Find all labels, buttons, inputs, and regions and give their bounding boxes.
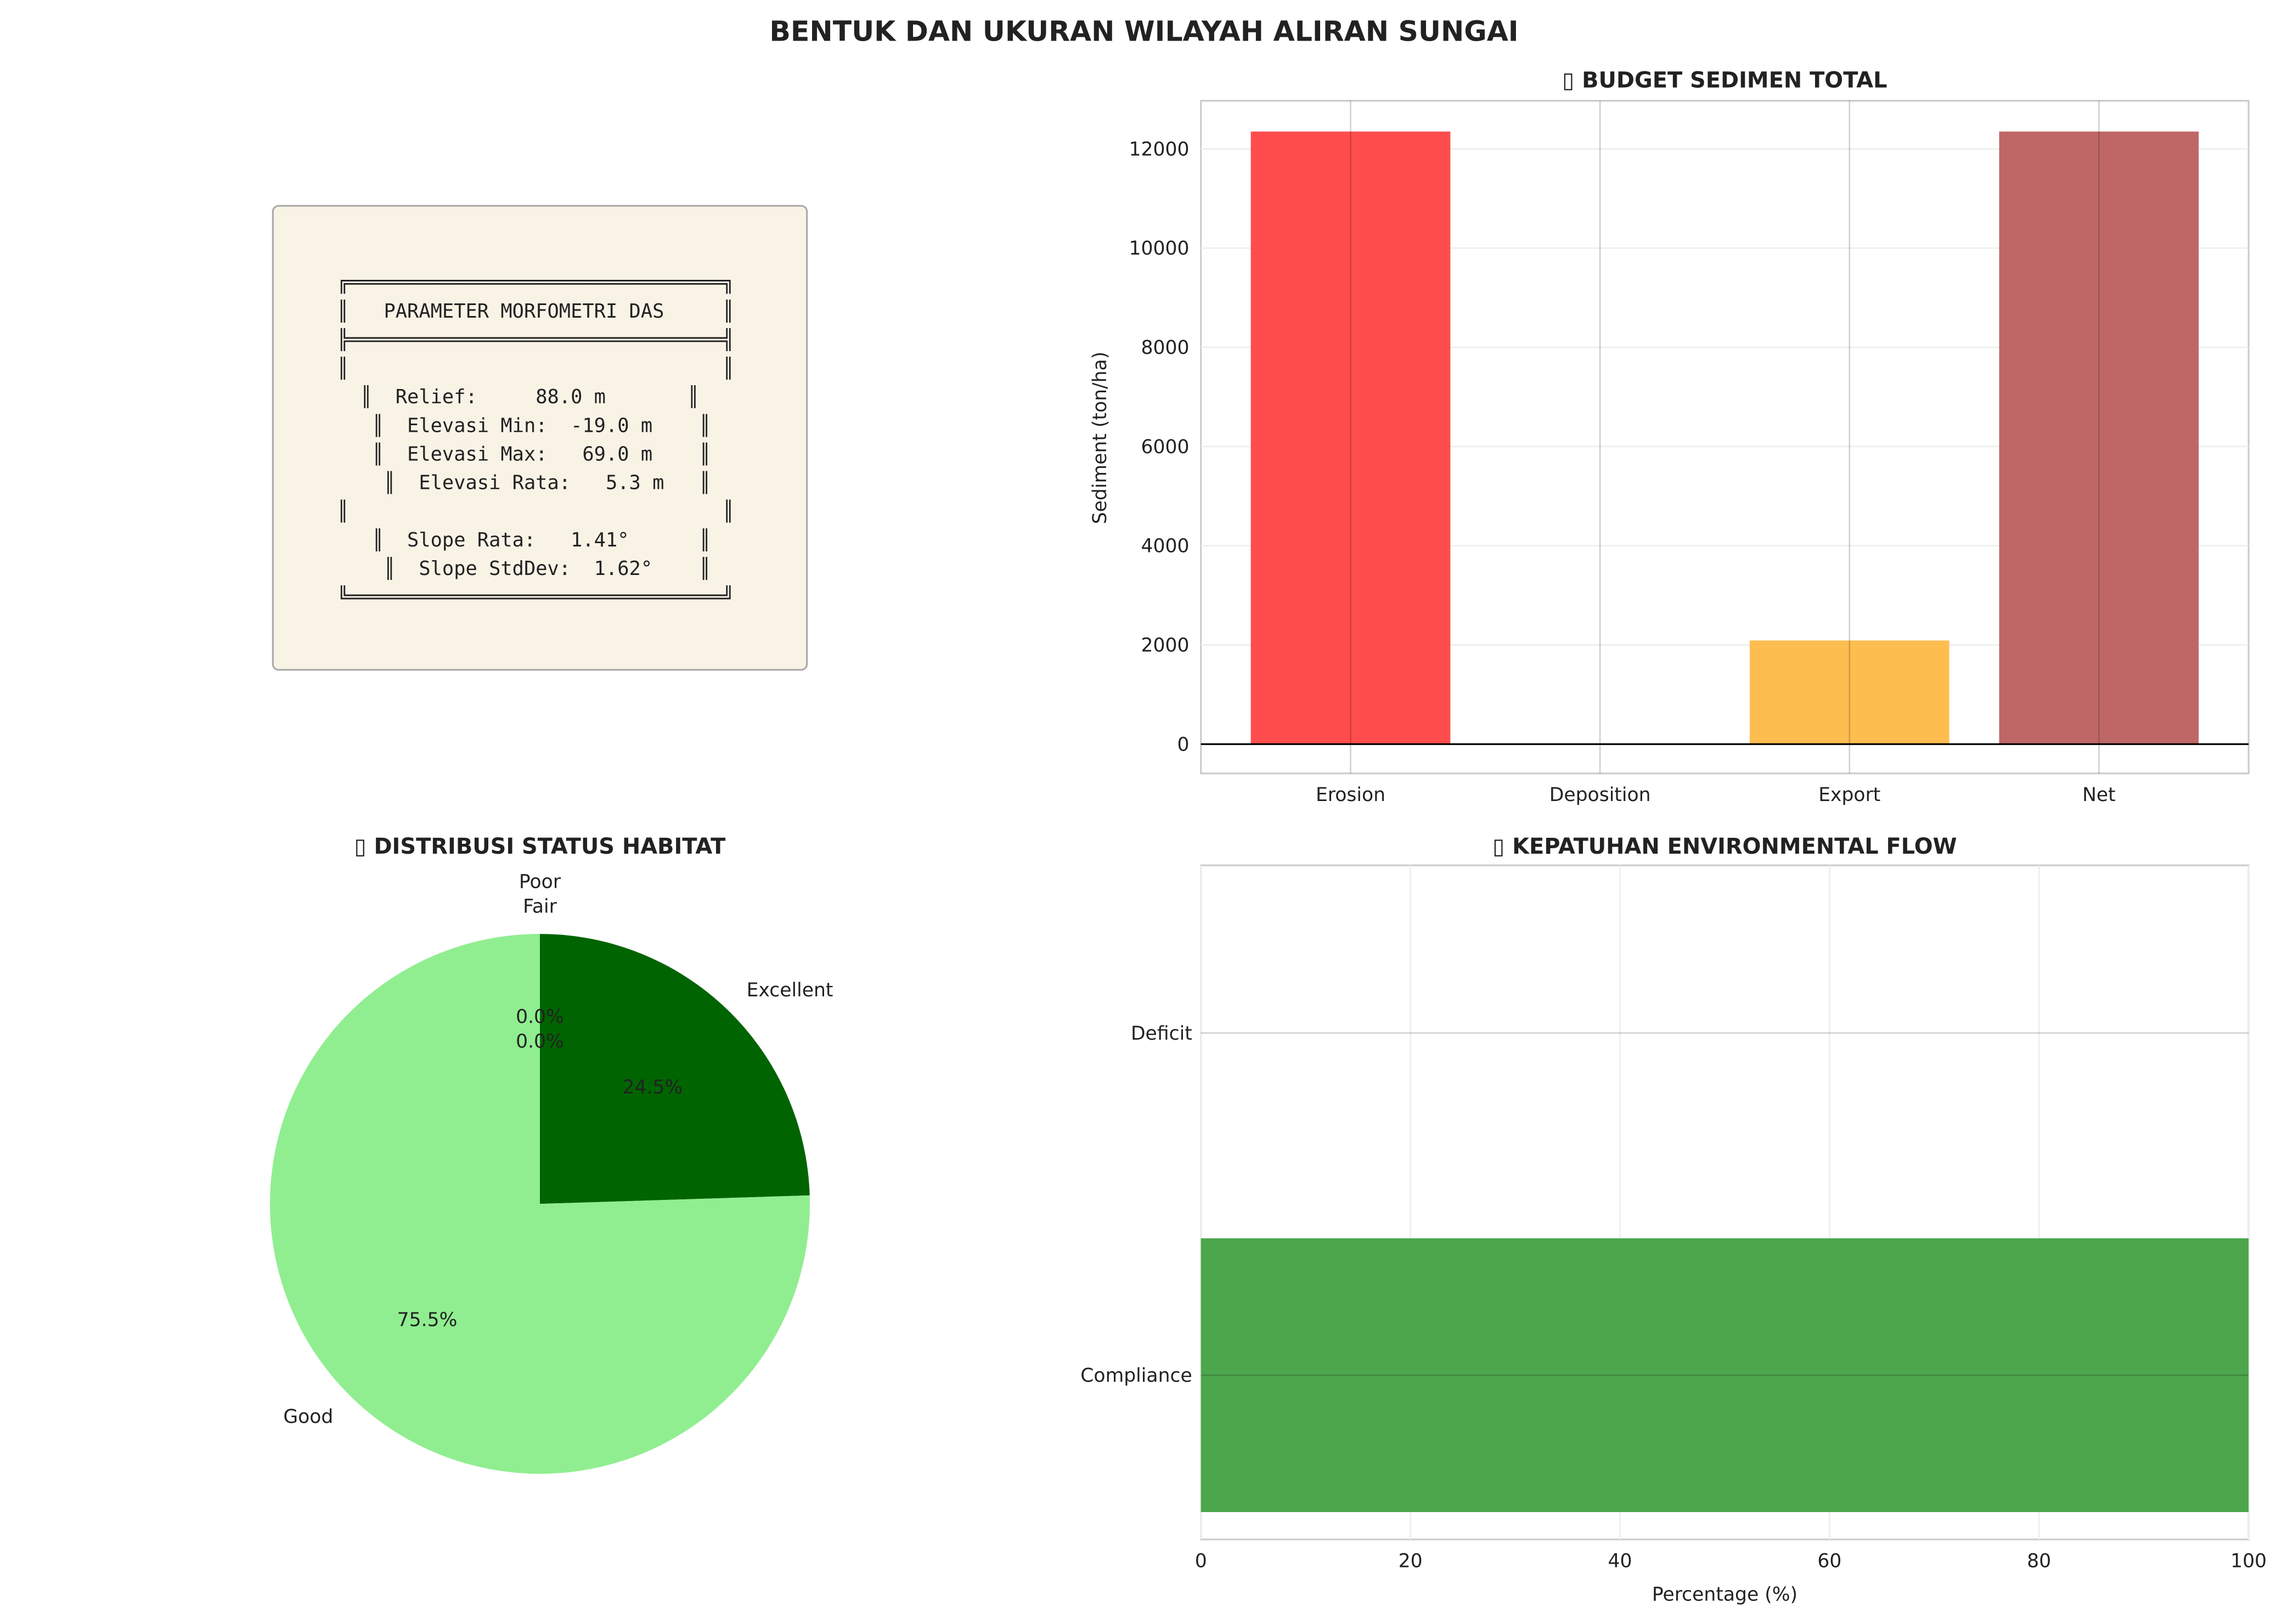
pie-slice-good — [269, 934, 810, 1474]
chart-title: ▯ KEPATUHAN ENVIRONMENTAL FLOW — [1492, 834, 1957, 859]
bar-export — [1749, 640, 1949, 745]
info-line: ║ Relief: 88.0 m ║ — [337, 385, 699, 408]
pie-label: Good — [283, 1406, 333, 1428]
info-lines: ╔════════════════════════════════╗ ║ PARA… — [337, 272, 734, 608]
x-tick-label: 20 — [1399, 1550, 1423, 1572]
info-line: ║ PARAMETER MORFOMETRI DAS ║ — [337, 299, 734, 323]
x-tick-label: 80 — [2027, 1550, 2051, 1572]
y-tick-label: 4000 — [1141, 535, 1189, 557]
bar-net — [1999, 131, 2199, 745]
y-tick-label: 12000 — [1129, 138, 1189, 160]
x-tick-label: Export — [1818, 784, 1880, 806]
pie-pct-label: 24.5% — [623, 1076, 683, 1098]
y-tick-label: Deficit — [1131, 1023, 1192, 1045]
pie-pct-label: 0.0% — [516, 1031, 564, 1053]
info-line: ╔════════════════════════════════╗ — [337, 272, 734, 294]
info-line: ║ Slope Rata: 1.41° ║ — [337, 528, 711, 551]
chart-title: ▯ DISTRIBUSI STATUS HABITAT — [354, 834, 726, 859]
y-tick-label: 8000 — [1141, 337, 1189, 359]
x-axis-label: Percentage (%) — [1652, 1584, 1797, 1606]
x-tick-label: Deposition — [1549, 784, 1651, 806]
pie-label: Fair — [523, 896, 557, 918]
info-line: ╚════════════════════════════════╝ — [337, 585, 734, 608]
pie-pct-label: 75.5% — [397, 1309, 458, 1331]
bar-compliance — [1201, 1238, 2249, 1512]
x-tick-label: 60 — [1817, 1550, 1841, 1572]
info-box — [272, 205, 808, 671]
x-tick-label: 0 — [1195, 1550, 1207, 1572]
info-line: ║ ║ — [337, 499, 734, 523]
chart-title: ▯ BUDGET SEDIMEN TOTAL — [1562, 68, 1887, 93]
x-tick-label: Erosion — [1316, 784, 1385, 806]
y-tick-label: 2000 — [1141, 634, 1189, 656]
pie-label: Excellent — [747, 979, 833, 1001]
pie-pct-label: 0.0% — [516, 1006, 564, 1028]
y-tick-label: 0 — [1177, 734, 1189, 755]
pie-slice-excellent — [539, 934, 810, 1204]
info-panel: ╔════════════════════════════════╗ ║ PARA… — [272, 205, 808, 671]
info-line: ║ ║ — [337, 356, 734, 380]
x-tick-label: 100 — [2230, 1550, 2267, 1572]
eflow-compliance-chart: ▯ KEPATUHAN ENVIRONMENTAL FLOW Percentag… — [1080, 834, 2267, 1606]
x-tick-label: 40 — [1608, 1550, 1632, 1572]
y-tick-label: 10000 — [1129, 238, 1189, 260]
pie-label: Poor — [519, 871, 561, 893]
x-tick-label: Net — [2082, 784, 2116, 806]
figure-title: BENTUK DAN UKURAN WILAYAH ALIRAN SUNGAI — [769, 15, 1518, 48]
sediment-budget-chart: ▯ BUDGET SEDIMEN TOTAL Sediment (ton/ha)… — [1089, 68, 2250, 806]
habitat-pie-chart: ▯ DISTRIBUSI STATUS HABITAT Excellent 24.… — [269, 834, 833, 1474]
y-tick-label: 6000 — [1141, 436, 1189, 458]
bar-erosion — [1250, 131, 1451, 745]
y-tick-label: Compliance — [1080, 1364, 1192, 1386]
y-axis-label: Sediment (ton/ha) — [1089, 352, 1111, 524]
info-line: ║ Slope StdDev: 1.62° ║ — [337, 556, 711, 580]
info-line: ║ Elevasi Min: -19.0 m ║ — [337, 413, 711, 437]
info-line: ║ Elevasi Rata: 5.3 m ║ — [337, 471, 711, 494]
info-line: ║ Elevasi Max: 69.0 m ║ — [337, 442, 711, 466]
info-line: ╠════════════════════════════════╣ — [337, 328, 734, 351]
